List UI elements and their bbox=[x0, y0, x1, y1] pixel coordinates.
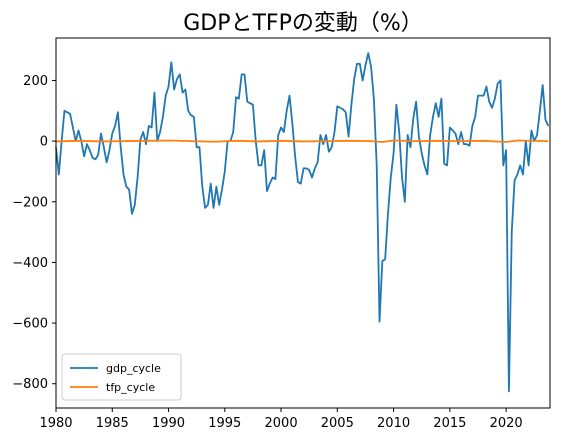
plot-frame bbox=[55, 37, 551, 409]
y-tick-label: 0 bbox=[40, 135, 48, 150]
legend-label-tfp: tfp_cycle bbox=[106, 381, 155, 394]
y-tick-label: 200 bbox=[23, 74, 48, 89]
x-axis: 1980 1985 1990 1995 2000 2005 2010 2015 2020 bbox=[39, 408, 523, 431]
y-tick-label: −400 bbox=[12, 256, 48, 271]
x-tick-label: 2020 bbox=[490, 416, 523, 431]
x-tick-label: 2005 bbox=[321, 416, 354, 431]
chart-title: GDPとTFPの変動（%） bbox=[183, 11, 423, 36]
legend-label-gdp: gdp_cycle bbox=[106, 362, 161, 375]
y-tick-label: −800 bbox=[12, 377, 48, 392]
x-tick-label: 1990 bbox=[152, 416, 185, 431]
x-tick-label: 2015 bbox=[433, 416, 466, 431]
series-line-gdp-cycle bbox=[55, 52, 550, 393]
x-tick-label: 1980 bbox=[39, 416, 72, 431]
legend: gdp_cycle tfp_cycle bbox=[61, 353, 182, 401]
x-tick-label: 2000 bbox=[265, 416, 298, 431]
x-tick-label: 2010 bbox=[377, 416, 410, 431]
series-line-tfp-cycle bbox=[55, 139, 549, 143]
x-tick-label: 1995 bbox=[208, 416, 241, 431]
plot-area bbox=[55, 52, 550, 393]
x-tick-label: 1985 bbox=[96, 416, 129, 431]
y-tick-label: −200 bbox=[12, 195, 48, 210]
y-axis: 200 0 −200 −400 −600 −800 bbox=[12, 74, 56, 392]
y-tick-label: −600 bbox=[12, 317, 48, 332]
legend-box bbox=[61, 353, 182, 401]
